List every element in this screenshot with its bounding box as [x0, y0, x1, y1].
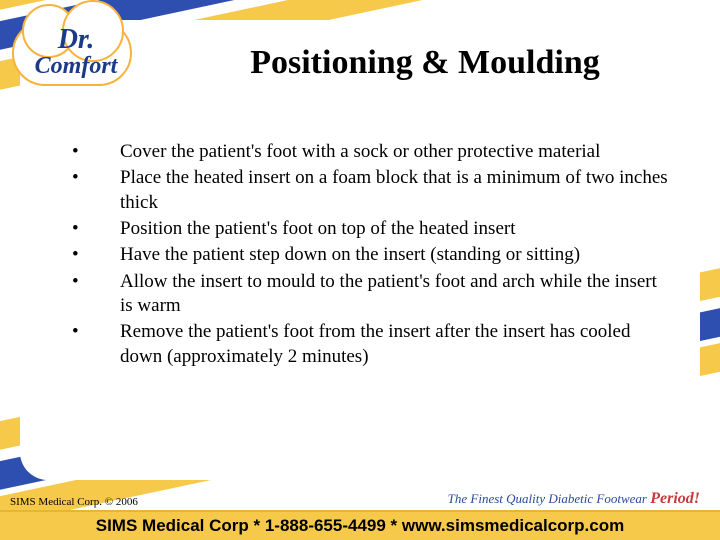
bullet-list: Cover the patient's foot with a sock or …: [72, 140, 670, 371]
logo-line1: Dr.: [6, 26, 146, 54]
bullet-item: Cover the patient's foot with a sock or …: [72, 140, 670, 164]
bullet-item: Allow the insert to mould to the patient…: [72, 270, 670, 319]
bullet-item: Place the heated insert on a foam block …: [72, 166, 670, 215]
tagline-text: The Finest Quality Diabetic Footwear: [448, 491, 647, 506]
tagline: The Finest Quality Diabetic Footwear Per…: [448, 490, 700, 508]
footer-bar: SIMS Medical Corp * 1-888-655-4499 * www…: [0, 510, 720, 540]
logo-line2: Comfort: [6, 54, 146, 78]
tagline-period: Period!: [650, 490, 700, 507]
bullet-item: Remove the patient's foot from the inser…: [72, 320, 670, 369]
dr-comfort-logo: Dr. Comfort: [6, 6, 146, 102]
bullet-item: Position the patient's foot on top of th…: [72, 217, 670, 241]
footer-text: SIMS Medical Corp * 1-888-655-4499 * www…: [96, 516, 624, 536]
copyright-text: SIMS Medical Corp. © 2006: [10, 496, 138, 508]
bullet-item: Have the patient step down on the insert…: [72, 243, 670, 267]
